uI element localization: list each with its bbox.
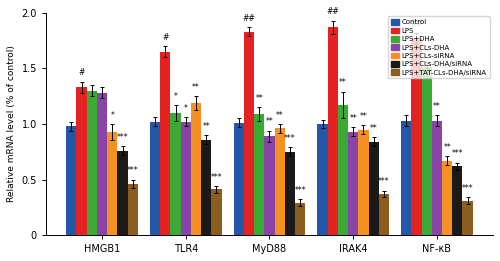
Bar bbox=[128, 184, 138, 235]
Text: **: ** bbox=[444, 143, 451, 152]
Bar bbox=[107, 132, 118, 235]
Bar bbox=[86, 91, 97, 235]
Bar bbox=[170, 113, 180, 235]
Text: **: ** bbox=[256, 94, 263, 103]
Bar bbox=[150, 122, 160, 235]
Bar bbox=[160, 52, 170, 235]
Text: #: # bbox=[78, 68, 85, 77]
Bar bbox=[295, 203, 306, 235]
Text: **: ** bbox=[276, 111, 283, 120]
Bar bbox=[432, 121, 442, 235]
Bar bbox=[201, 140, 211, 235]
Text: ***: *** bbox=[294, 186, 306, 195]
Text: **: ** bbox=[370, 124, 378, 133]
Text: ***: *** bbox=[210, 173, 222, 182]
Bar bbox=[358, 129, 368, 235]
Text: *: * bbox=[184, 104, 188, 113]
Text: ***: *** bbox=[284, 134, 296, 143]
Bar bbox=[379, 194, 389, 235]
Text: ##: ## bbox=[326, 7, 339, 16]
Text: ***: *** bbox=[452, 149, 463, 158]
Bar bbox=[254, 114, 264, 235]
Legend: Control, LPS, LPS+DHA, LPS+CLs-DHA, LPS+CLs-siRNA, LPS+CLs-DHA/siRNA, LPS+TAT-CL: Control, LPS, LPS+DHA, LPS+CLs-DHA, LPS+… bbox=[388, 16, 490, 78]
Bar bbox=[442, 161, 452, 235]
Bar bbox=[244, 32, 254, 235]
Bar bbox=[118, 151, 128, 235]
Text: **: ** bbox=[266, 117, 274, 126]
Text: #: # bbox=[162, 33, 168, 42]
Bar bbox=[401, 121, 411, 235]
Text: **: ** bbox=[360, 112, 368, 121]
Bar bbox=[368, 142, 379, 235]
Bar bbox=[234, 123, 244, 235]
Bar bbox=[412, 38, 422, 235]
Text: ***: *** bbox=[116, 133, 128, 142]
Text: *: * bbox=[424, 48, 428, 57]
Bar bbox=[338, 105, 348, 235]
Bar bbox=[452, 166, 462, 235]
Text: *: * bbox=[174, 92, 178, 101]
Text: *: * bbox=[110, 111, 114, 120]
Text: **: ** bbox=[202, 122, 210, 131]
Bar bbox=[264, 136, 274, 235]
Text: ***: *** bbox=[462, 184, 473, 193]
Bar bbox=[274, 128, 285, 235]
Text: ##: ## bbox=[410, 20, 423, 28]
Bar bbox=[422, 67, 432, 235]
Bar bbox=[191, 103, 201, 235]
Bar bbox=[66, 126, 76, 235]
Bar bbox=[212, 189, 222, 235]
Bar bbox=[318, 124, 328, 235]
Text: **: ** bbox=[339, 78, 347, 87]
Bar bbox=[328, 27, 338, 235]
Bar bbox=[180, 122, 191, 235]
Bar bbox=[285, 152, 295, 235]
Text: ##: ## bbox=[242, 14, 256, 23]
Bar bbox=[76, 87, 86, 235]
Text: **: ** bbox=[192, 83, 200, 92]
Bar bbox=[97, 93, 107, 235]
Y-axis label: Relative mRNA level (% of control): Relative mRNA level (% of control) bbox=[7, 45, 16, 203]
Text: **: ** bbox=[433, 102, 441, 111]
Bar bbox=[462, 201, 472, 235]
Bar bbox=[348, 132, 358, 235]
Text: ***: *** bbox=[378, 177, 390, 186]
Text: **: ** bbox=[350, 114, 357, 123]
Text: ***: *** bbox=[127, 166, 138, 175]
